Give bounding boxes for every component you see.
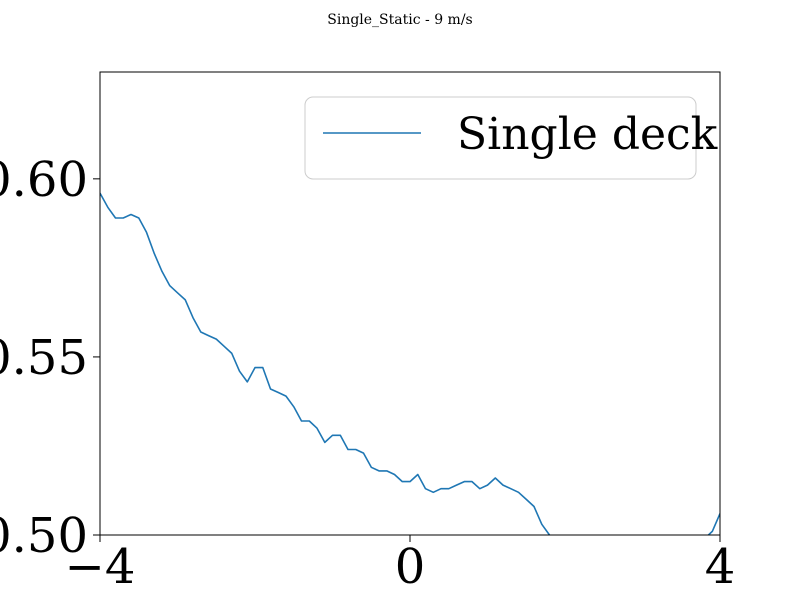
y-tick-label: 0.60 (0, 152, 88, 208)
series-line-0 (100, 192, 720, 535)
chart-title: Single_Static - 9 m/s (327, 12, 472, 28)
y-tick-label: 0.50 (0, 508, 88, 564)
legend: Single deck (304, 96, 718, 180)
series-layer (100, 192, 720, 535)
y-axis: 0.50 0.55 0.60 (0, 152, 100, 564)
legend-box (304, 96, 697, 180)
x-tick-label: −4 (65, 539, 136, 595)
x-axis: −4 0 4 (65, 535, 736, 595)
legend-label-single-deck: Single deck (457, 109, 718, 160)
x-tick-label: 0 (395, 539, 426, 595)
x-tick-label: 4 (705, 539, 736, 595)
y-tick-label: 0.55 (0, 330, 88, 386)
